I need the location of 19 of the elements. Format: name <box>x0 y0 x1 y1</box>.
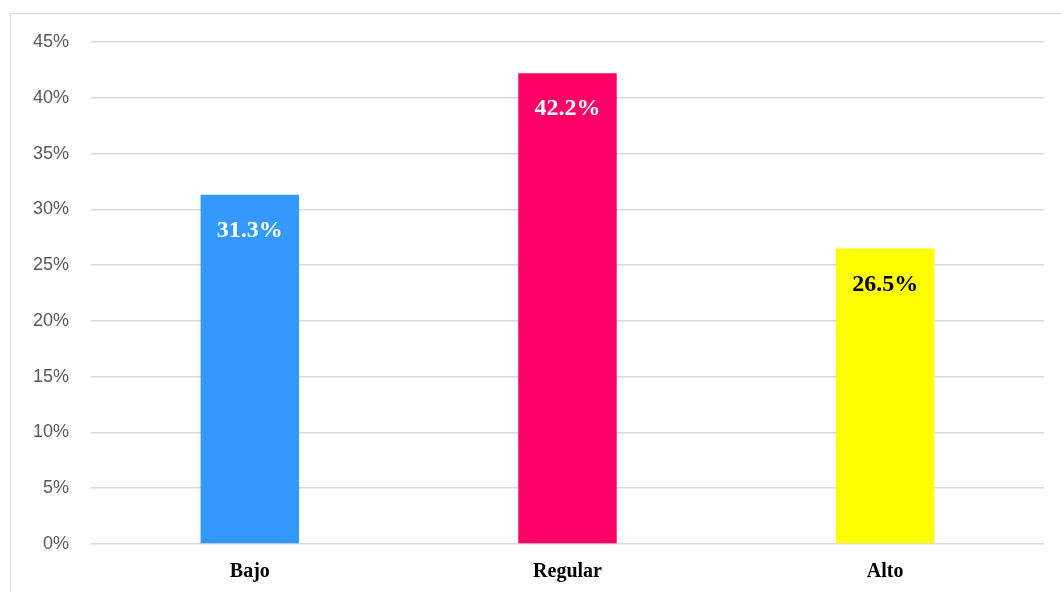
x-tick-label: Alto <box>866 559 904 582</box>
bar <box>835 248 935 544</box>
y-tick-label: 0% <box>42 532 69 553</box>
x-tick-label: Bajo <box>229 559 270 583</box>
bar <box>518 73 617 544</box>
data-label: 42.2% <box>534 94 601 121</box>
y-tick-label: 30% <box>32 198 69 219</box>
y-tick-label: 20% <box>32 309 69 330</box>
bar <box>200 194 300 544</box>
data-label: 26.5% <box>852 269 919 296</box>
y-tick-label: 25% <box>32 254 69 275</box>
y-tick-label: 15% <box>32 365 69 386</box>
y-tick-label: 35% <box>32 142 69 163</box>
y-tick-label: 5% <box>42 477 69 498</box>
y-tick-label: 45% <box>32 30 69 51</box>
y-tick-label: 40% <box>32 86 69 107</box>
data-label: 31.3% <box>216 216 283 243</box>
x-tick-label: Regular <box>533 559 603 583</box>
y-tick-label: 10% <box>32 421 69 442</box>
